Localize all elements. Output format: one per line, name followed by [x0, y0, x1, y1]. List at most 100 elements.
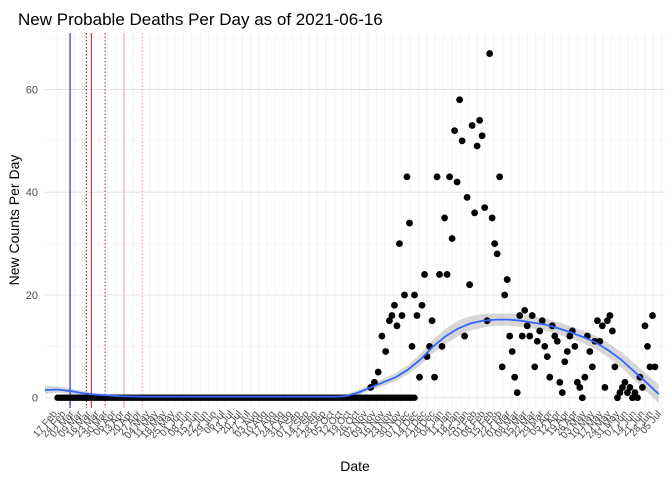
data-point	[406, 219, 413, 227]
data-point	[378, 332, 386, 340]
data-point	[601, 384, 609, 391]
data-point	[629, 394, 636, 402]
data-point	[411, 291, 418, 299]
data-point	[421, 271, 428, 278]
data-point	[596, 337, 604, 345]
data-point	[513, 389, 521, 396]
data-point	[556, 378, 564, 386]
data-point	[578, 394, 586, 402]
data-point	[553, 337, 561, 345]
data-point	[506, 332, 514, 340]
data-point	[639, 384, 646, 391]
data-point	[616, 389, 624, 396]
chart-title: New Probable Deaths Per Day as of 2021-0…	[18, 10, 383, 29]
data-point	[466, 281, 474, 289]
data-point	[391, 301, 398, 309]
data-point	[463, 193, 471, 201]
data-point	[528, 312, 536, 319]
reference-lines	[69, 33, 144, 408]
data-point	[538, 317, 546, 325]
data-point	[401, 291, 408, 299]
data-point	[626, 384, 634, 391]
data-point	[446, 173, 453, 181]
data-point	[382, 348, 390, 355]
data-point	[533, 337, 541, 345]
data-point	[501, 291, 509, 299]
data-point	[468, 122, 476, 129]
data-point	[386, 317, 393, 325]
confidence-band-area	[45, 313, 659, 404]
data-point	[443, 271, 451, 278]
data-point	[471, 209, 479, 217]
data-point	[503, 276, 511, 283]
data-point	[416, 373, 423, 381]
data-point	[433, 173, 441, 181]
data-point	[498, 363, 506, 371]
data-point	[621, 378, 629, 386]
data-point	[371, 378, 378, 386]
data-point	[571, 342, 579, 350]
data-point	[436, 271, 443, 278]
data-point	[624, 389, 631, 396]
data-point	[541, 342, 549, 350]
y-tick-label: 40	[26, 187, 38, 199]
data-point	[493, 250, 501, 258]
data-point	[651, 363, 659, 371]
data-point	[418, 301, 426, 309]
y-axis-title: New Counts Per Day	[6, 155, 22, 286]
data-point	[546, 373, 554, 381]
data-point	[486, 50, 494, 57]
data-point	[598, 322, 606, 330]
data-point	[631, 389, 639, 396]
data-point	[393, 322, 401, 330]
data-point	[398, 312, 406, 319]
data-point	[566, 332, 574, 340]
y-tick-label: 60	[26, 85, 38, 97]
data-point	[551, 332, 559, 340]
data-point	[478, 132, 486, 140]
data-point	[396, 240, 403, 248]
data-point	[388, 312, 396, 319]
data-point	[413, 312, 421, 319]
data-point	[619, 384, 626, 391]
data-point	[561, 358, 569, 366]
data-point	[588, 363, 596, 371]
data-point	[641, 322, 649, 330]
data-point	[431, 373, 438, 381]
data-point	[611, 363, 619, 371]
data-point	[441, 214, 448, 222]
data-point	[496, 173, 504, 181]
data-point	[448, 235, 456, 242]
data-point	[634, 394, 641, 402]
data-point	[473, 142, 481, 150]
data-point	[408, 342, 416, 350]
data-point	[543, 353, 551, 361]
data-point	[531, 363, 539, 371]
data-point	[649, 312, 656, 319]
y-tick-labels: 0 20 40 60	[26, 85, 38, 405]
data-point	[451, 127, 458, 135]
data-point	[518, 332, 526, 340]
data-point	[606, 312, 614, 319]
data-point	[586, 348, 594, 355]
confidence-band	[45, 313, 659, 404]
data-point	[438, 342, 446, 350]
data-point	[461, 332, 468, 340]
data-point	[614, 394, 621, 402]
data-point	[511, 373, 519, 381]
data-point	[456, 96, 463, 104]
data-point	[523, 322, 531, 330]
data-point	[521, 306, 529, 314]
smooth-curve-line	[44, 318, 660, 398]
data-point	[563, 348, 571, 355]
data-point	[453, 178, 461, 186]
data-point	[558, 389, 566, 396]
data-point	[536, 327, 544, 335]
data-point	[603, 317, 611, 325]
data-point	[428, 317, 436, 325]
data-point	[481, 204, 489, 212]
